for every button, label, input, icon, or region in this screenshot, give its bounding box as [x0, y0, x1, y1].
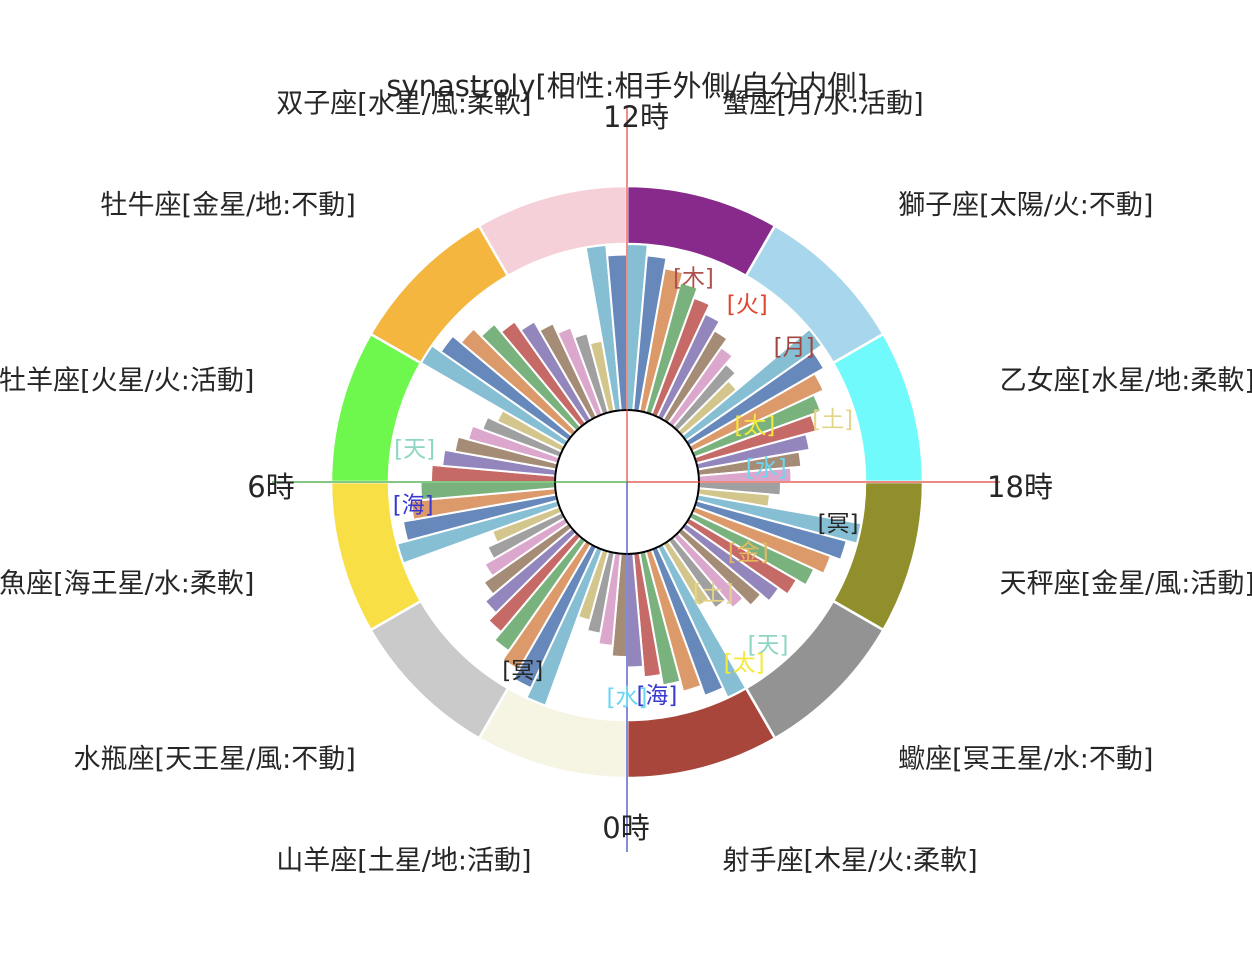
- sign-label: 蠍座[冥王星/水:不動]: [898, 744, 1153, 775]
- sign-label: 魚座[海王星/水:柔軟]: [0, 568, 254, 599]
- sign-label: 蟹座[月/水:活動]: [722, 88, 923, 119]
- sign-label: 天秤座[金星/風:活動]: [1000, 568, 1252, 599]
- degree-wedge-ring: [395, 242, 863, 707]
- hour-lines: [272, 105, 1000, 852]
- outer-planet-label: [木]: [673, 266, 714, 292]
- inner-planet-label: [水]: [746, 455, 787, 481]
- outer-planet-label: [水]: [607, 685, 648, 711]
- inner-planet-label: [土]: [693, 580, 734, 606]
- hour-label-top: 12時: [603, 100, 669, 134]
- outer-planet-label: [土]: [812, 407, 853, 433]
- sign-sector: [744, 599, 886, 741]
- sign-label: 山羊座[土星/地:活動]: [276, 846, 531, 877]
- chart-title: synastroly[相性:相手外側/自分内側]: [386, 69, 867, 103]
- planet-labels: [木][火][月][土][冥][天][太][海][水][冥][海][天][太][…: [393, 266, 859, 711]
- hour-label-left: 6時: [247, 470, 294, 504]
- outer-planet-label: [月]: [774, 335, 815, 361]
- outer-planet-label: [海]: [393, 492, 434, 518]
- sign-labels: 蟹座[月/水:活動] 獅子座[太陽/火:不動] 乙女座[水星/地:柔軟] 天秤座[金星…: [0, 88, 1252, 876]
- hour-label-bottom: 0時: [602, 811, 649, 845]
- sign-label: 射手座[木星/火:柔軟]: [722, 846, 977, 877]
- outer-planet-label: [海]: [636, 683, 677, 709]
- sign-label: 双子座[水星/風:柔軟]: [276, 88, 531, 119]
- outer-planet-label: [冥]: [502, 658, 543, 684]
- sign-label: 乙女座[水星/地:柔軟]: [1000, 366, 1252, 397]
- hour-label-right: 18時: [987, 470, 1053, 504]
- outer-planet-label: [火]: [727, 292, 768, 318]
- inner-planet-label: [太]: [734, 413, 775, 439]
- sign-sector: [368, 599, 510, 741]
- sign-label: 牡羊座[火星/火:活動]: [0, 366, 254, 397]
- outer-planet-label: [天]: [394, 436, 435, 462]
- outer-planet-label: [冥]: [818, 511, 859, 537]
- sign-ring: [329, 184, 925, 780]
- sign-label: 牡牛座[金星/地:不動]: [101, 190, 356, 221]
- inner-planet-label: [金]: [728, 540, 769, 566]
- outer-planet-label: [天]: [748, 632, 789, 658]
- outer-planet-label: [太]: [724, 650, 765, 676]
- sign-label: 獅子座[太陽/火:不動]: [898, 190, 1153, 221]
- sign-label: 水瓶座[天王星/風:不動]: [74, 744, 356, 775]
